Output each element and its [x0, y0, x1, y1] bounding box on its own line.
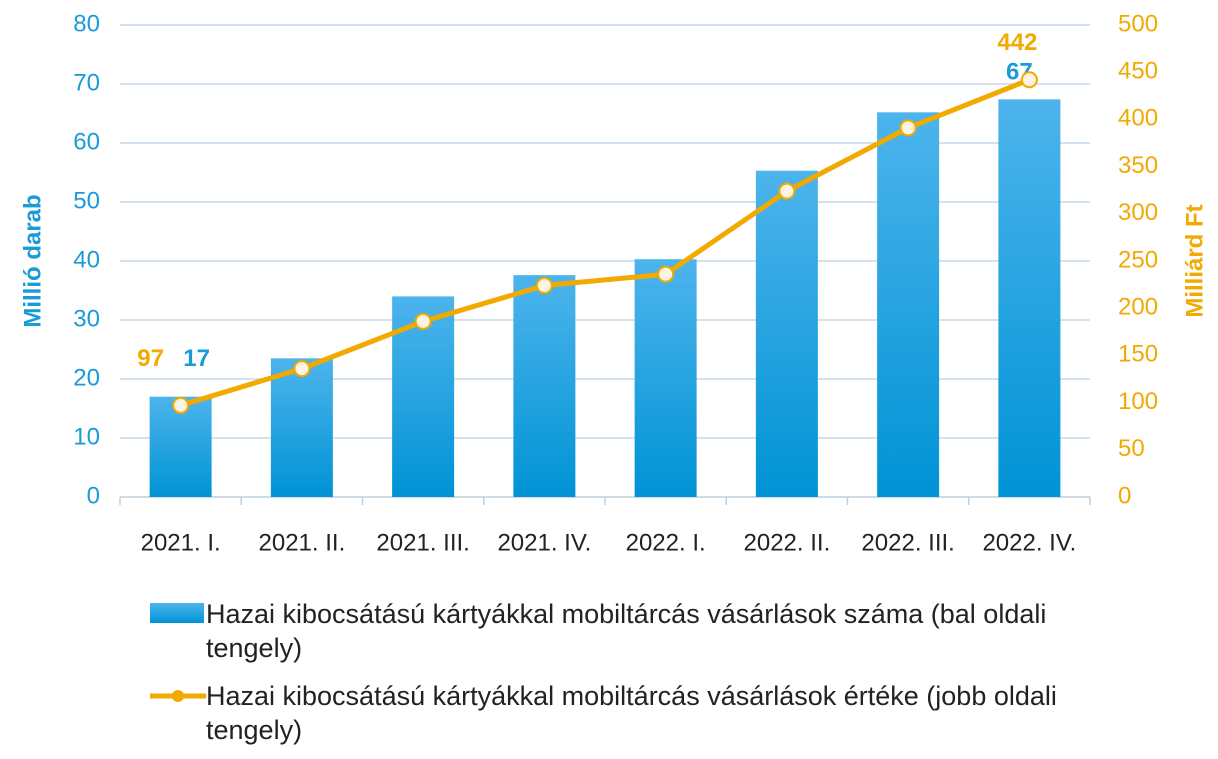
y-tick-label: 70 — [73, 69, 100, 96]
line-marker — [535, 277, 553, 295]
y-tick-label: 10 — [73, 423, 100, 450]
bar — [998, 99, 1061, 497]
line-marker — [414, 312, 432, 330]
y2-tick-label: 350 — [1118, 152, 1158, 179]
line-marker — [293, 360, 311, 378]
chart: Millió darab Milliárd Ft 0 10 20 30 40 50 60 70… — [19, 10, 1208, 556]
bar — [270, 358, 333, 497]
y-tick-label: 0 — [87, 482, 100, 509]
y-axis-label: Millió darab — [19, 194, 46, 327]
x-tick-label: 2022. II. — [744, 529, 831, 556]
y2-tick-label: 400 — [1118, 105, 1158, 132]
line — [179, 77, 1031, 408]
x-tick-label: 2021. III. — [376, 529, 469, 556]
y-tick-label: 60 — [73, 128, 100, 155]
y-tick-label: 30 — [73, 305, 100, 332]
y-tick-label: 20 — [73, 364, 100, 391]
legend-marker — [172, 690, 184, 702]
value-label: 442 — [997, 29, 1037, 56]
y-tick-label: 40 — [73, 246, 100, 273]
y2-tick-label: 100 — [1118, 388, 1158, 415]
legend-item: Hazai kibocsátású kártyákkal mobiltárcás… — [150, 679, 1150, 747]
bar — [755, 170, 818, 498]
y2-axis-label: Milliárd Ft — [1181, 204, 1208, 317]
legend-swatch — [150, 603, 204, 623]
x-tick-label: 2022. IV. — [982, 529, 1076, 556]
y2-tick-label: 150 — [1118, 341, 1158, 368]
x-tick-label: 2021. I. — [141, 529, 221, 556]
line-marker — [657, 265, 675, 283]
bar — [877, 112, 940, 497]
y2-tick-label: 450 — [1118, 58, 1158, 85]
y-tick-label: 50 — [73, 187, 100, 214]
legend-item: Hazai kibocsátású kártyákkal mobiltárcás… — [150, 597, 1150, 665]
line-marker — [899, 119, 917, 137]
bar — [513, 275, 576, 497]
line-marker — [778, 182, 796, 200]
y2-tick-label: 500 — [1118, 10, 1158, 37]
line-marker — [1020, 71, 1038, 89]
y2-tick-label: 0 — [1118, 482, 1131, 509]
x-tick-label: 2022. I. — [626, 529, 706, 556]
bar — [634, 259, 697, 497]
y2-tick-label: 200 — [1118, 294, 1158, 321]
legend-swatch — [150, 690, 206, 702]
x-tick-label: 2022. III. — [861, 529, 954, 556]
line-marker — [172, 396, 190, 414]
legend-text: Hazai kibocsátású kártyákkal mobiltárcás… — [206, 681, 1057, 745]
y2-tick-label: 50 — [1118, 435, 1145, 462]
value-label: 17 — [183, 345, 210, 372]
x-tick-label: 2021. IV. — [497, 529, 591, 556]
y2-tick-label: 300 — [1118, 199, 1158, 226]
value-label: 97 — [137, 345, 164, 372]
legend-text: Hazai kibocsátású kártyákkal mobiltárcás… — [206, 599, 1047, 663]
y-tick-label: 80 — [73, 10, 100, 37]
x-tick-label: 2021. II. — [259, 529, 346, 556]
y2-tick-label: 250 — [1118, 246, 1158, 273]
